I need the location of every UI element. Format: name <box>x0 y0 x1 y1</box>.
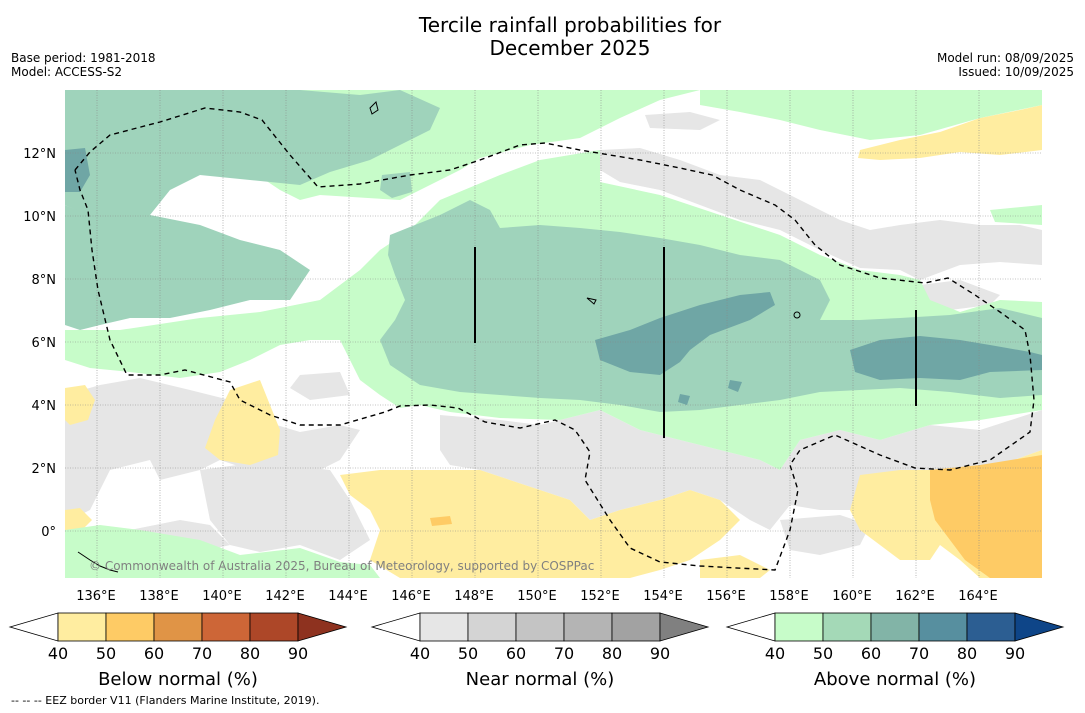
y-tick-label: 2°N <box>32 462 57 477</box>
x-tick-label: 164°E <box>958 589 998 604</box>
colorbar-above-normal: 40 50 60 70 80 90 Above normal (%) <box>725 612 1065 690</box>
colorbar-tick-label: 90 <box>288 644 308 663</box>
model-info: Base period: 1981-2018 Model: ACCESS-S2 <box>11 51 156 79</box>
colorbar-extend-low <box>370 612 421 642</box>
colorbar-tick-label: 60 <box>861 644 881 663</box>
title-line-1: Tercile rainfall probabilities for <box>418 13 722 37</box>
y-tick-label: 0° <box>41 525 56 540</box>
colorbar-segment <box>918 612 968 642</box>
issued-date: Issued: 10/09/2025 <box>958 65 1074 79</box>
above-normal-70-regions <box>65 148 1042 405</box>
run-info: Model run: 08/09/2025 Issued: 10/09/2025 <box>937 51 1074 79</box>
colorbar-tick-label: 80 <box>602 644 622 663</box>
colorbar-extend-low <box>8 612 59 642</box>
colorbar-segment <box>822 612 872 642</box>
y-tick-label: 6°N <box>32 336 57 351</box>
colorbar-tick-label: 40 <box>410 644 430 663</box>
colorbar-segment <box>419 612 469 642</box>
model-name: Model: ACCESS-S2 <box>11 65 123 79</box>
x-tick-label: 144°E <box>328 589 368 604</box>
islands <box>77 101 801 573</box>
x-tick-label: 160°E <box>832 589 872 604</box>
x-axis-labels: 136°E 138°E 140°E 142°E 144°E 146°E 148°E 150°E… <box>76 589 998 604</box>
colorbar-tick-label: 40 <box>48 644 68 663</box>
x-tick-label: 146°E <box>391 589 431 604</box>
colorbar-extend-high <box>297 612 348 642</box>
below-normal-50-regions <box>430 455 1042 578</box>
model-run: Model run: 08/09/2025 <box>936 51 1074 65</box>
colorbar-tick-label: 70 <box>192 644 212 663</box>
colorbar-extend-high <box>1014 612 1065 642</box>
x-tick-label: 140°E <box>202 589 242 604</box>
colorbar-tick-label: 90 <box>650 644 670 663</box>
x-tick-label: 136°E <box>76 589 116 604</box>
colorbar-title: Near normal (%) <box>466 669 615 690</box>
x-tick-label: 150°E <box>517 589 557 604</box>
y-tick-label: 10°N <box>23 210 56 225</box>
colorbar-segment <box>870 612 920 642</box>
colorbar-tick-label: 70 <box>554 644 574 663</box>
colorbar-segment <box>611 612 661 642</box>
colorbar-extend-high <box>659 612 710 642</box>
x-tick-label: 154°E <box>643 589 683 604</box>
map-area: © Commonwealth of Australia 2025, Bureau… <box>65 90 1042 578</box>
chart-title: Tercile rainfall probabilities for Decem… <box>370 14 770 60</box>
colorbar-tick-label: 90 <box>1005 644 1025 663</box>
eez-footnote: -- -- -- EEZ border V11 (Flanders Marine… <box>11 694 320 707</box>
colorbar-tick-label: 50 <box>96 644 116 663</box>
x-tick-label: 138°E <box>139 589 179 604</box>
colorbar-segment <box>467 612 517 642</box>
colorbar-segment <box>249 612 299 642</box>
region-markers <box>474 247 917 438</box>
colorbar-title: Above normal (%) <box>814 669 976 690</box>
y-axis-labels: 0° 2°N 4°N 6°N 8°N 10°N 12°N <box>23 147 56 540</box>
colorbar-segment <box>57 612 107 642</box>
colorbar-segment <box>774 612 824 642</box>
copyright-credit: © Commonwealth of Australia 2025, Bureau… <box>89 559 594 573</box>
colorbar-tick-label: 60 <box>506 644 526 663</box>
colorbar-title: Below normal (%) <box>98 669 258 690</box>
colorbar-tick-label: 60 <box>144 644 164 663</box>
y-tick-label: 4°N <box>32 399 57 414</box>
colorbar-tick-label: 50 <box>813 644 833 663</box>
x-tick-label: 162°E <box>895 589 935 604</box>
colorbar-tick-label: 40 <box>765 644 785 663</box>
y-tick-label: 12°N <box>23 147 56 162</box>
x-tick-label: 142°E <box>265 589 305 604</box>
colorbar-tick-label: 70 <box>909 644 929 663</box>
colorbar-extend-low <box>725 612 776 642</box>
colorbar-below-normal: 40 50 60 70 80 90 Below normal (%) <box>8 612 348 690</box>
colorbar-segment <box>105 612 155 642</box>
eez-border <box>74 107 1035 571</box>
colorbar-segment <box>153 612 203 642</box>
title-line-2: December 2025 <box>489 36 651 60</box>
colorbar-tick-label: 80 <box>240 644 260 663</box>
colorbar-tick-label: 80 <box>957 644 977 663</box>
colorbar-near-normal: 40 50 60 70 80 90 Near normal (%) <box>370 612 710 690</box>
y-tick-label: 8°N <box>32 273 57 288</box>
grid-lines <box>65 90 1042 578</box>
x-tick-label: 158°E <box>769 589 809 604</box>
base-period: Base period: 1981-2018 <box>11 51 156 65</box>
colorbar-segment <box>201 612 251 642</box>
x-tick-label: 156°E <box>706 589 746 604</box>
colorbar-segment <box>515 612 565 642</box>
x-tick-label: 148°E <box>454 589 494 604</box>
colorbar-segment <box>966 612 1016 642</box>
x-tick-label: 152°E <box>580 589 620 604</box>
colorbar-segment <box>563 612 613 642</box>
colorbar-tick-label: 50 <box>458 644 478 663</box>
